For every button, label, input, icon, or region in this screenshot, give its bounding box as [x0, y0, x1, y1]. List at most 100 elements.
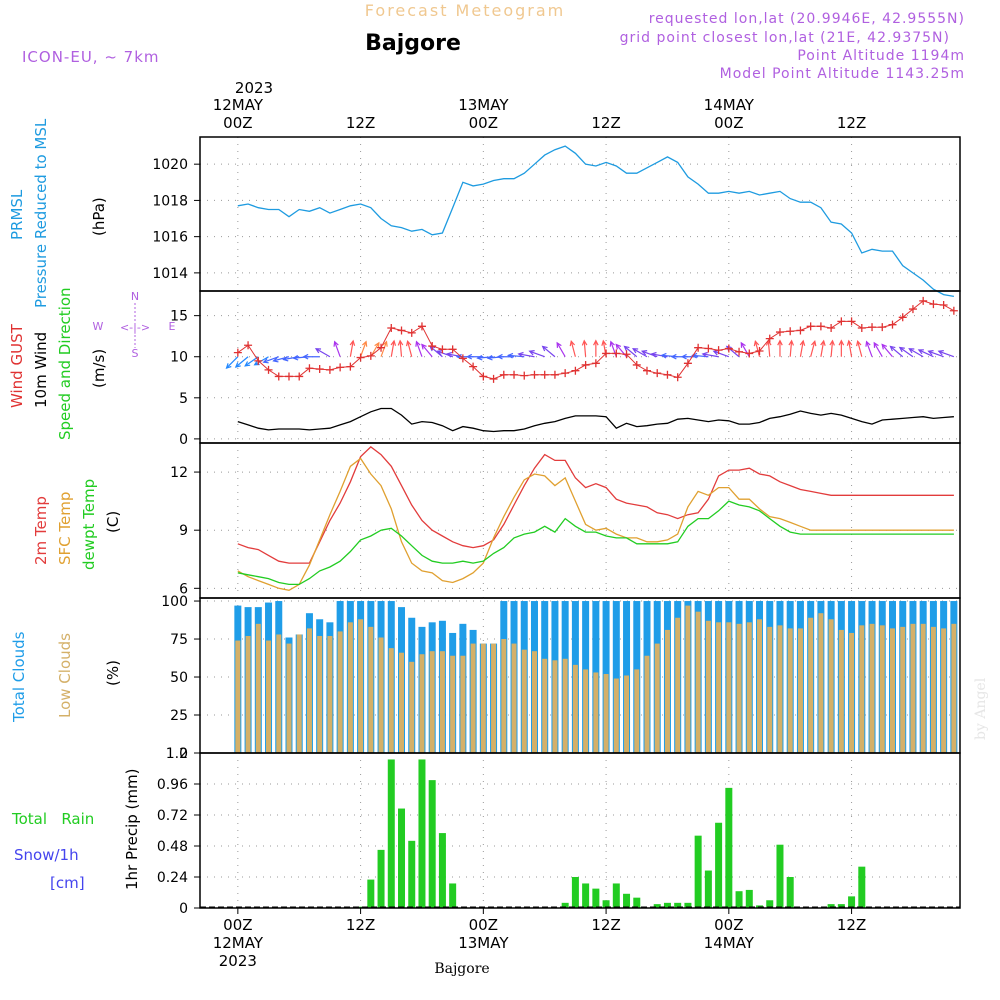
- wind-direction-arrow: [701, 351, 719, 358]
- top-hour-label: 00Z: [714, 114, 743, 132]
- gust-marker: [632, 360, 641, 369]
- wind-arrow-shaft: [928, 350, 944, 358]
- gust-marker: [816, 322, 825, 331]
- top-date-label: 12MAY: [213, 96, 264, 114]
- wind-arrow-head: [445, 351, 453, 358]
- gust-marker: [755, 346, 764, 355]
- rain-bar: [438, 833, 446, 908]
- compass-rose: N S W E <-|->: [93, 290, 176, 360]
- low-clouds-bar: [797, 628, 803, 753]
- temp-ytick-label: 6: [179, 581, 188, 597]
- temp-unit: (C): [104, 511, 122, 533]
- low-clouds-bar: [378, 637, 384, 753]
- wind-arrow-head: [908, 348, 915, 354]
- wind-arrow-head: [631, 348, 639, 354]
- wind-arrow-head: [846, 339, 853, 346]
- low-clouds-bar: [388, 648, 394, 753]
- precip-ytick-label: 1.2: [166, 746, 188, 762]
- rain-bar: [725, 787, 733, 908]
- gust-marker: [581, 360, 590, 369]
- wind-arrow-head: [937, 350, 944, 356]
- wind-direction-arrow: [908, 348, 924, 358]
- wind-direction-arrow: [390, 339, 397, 357]
- wind-arrow-head: [680, 353, 687, 360]
- rain-bar: [623, 893, 631, 908]
- wind-arrow-head: [712, 350, 719, 356]
- wind-arrow-head: [466, 353, 473, 360]
- wind-arrow-shaft: [740, 342, 750, 358]
- wind-direction-arrow: [302, 353, 320, 360]
- wind-direction-arrow: [349, 339, 356, 357]
- gust-marker: [274, 372, 283, 381]
- gust-marker: [827, 323, 836, 332]
- wind-arrow-shaft: [226, 356, 239, 369]
- wind-arrow-head: [292, 354, 299, 361]
- wind-direction-arrow: [282, 356, 300, 362]
- wind-arrow-shaft: [399, 340, 403, 357]
- gust-marker: [663, 370, 672, 379]
- wind-arrow-shaft: [651, 353, 668, 358]
- wind-direction-arrow: [740, 341, 750, 358]
- wind-arrow-head: [390, 339, 397, 346]
- gust-marker: [561, 369, 570, 378]
- wind-arrow-head: [225, 363, 232, 369]
- grid-point-coords: grid point closest lon,lat (21E, 42.9375…: [620, 30, 950, 46]
- rain-bar: [602, 900, 610, 908]
- gust-marker: [735, 347, 744, 356]
- low-clouds-bar: [562, 658, 568, 753]
- bottom-hour-label: 00Z: [469, 916, 498, 934]
- wind-arrow-head: [486, 354, 493, 361]
- rain-bar: [418, 759, 426, 908]
- wind-arrow-head: [881, 343, 888, 350]
- wind-arrow-shaft: [360, 341, 367, 357]
- gust-marker: [683, 359, 692, 368]
- precip-axis-title: 1hr Precip (mm): [123, 769, 141, 890]
- wind-arrow-head: [701, 351, 708, 358]
- gust-marker: [325, 365, 334, 374]
- wind-arrow-head: [382, 340, 388, 347]
- gust-marker: [254, 356, 263, 365]
- wind-arrow-shaft: [390, 340, 395, 357]
- pressure-panel: 1014 1016 1018 1020: [152, 137, 960, 298]
- wind-arrow-shaft: [283, 356, 300, 361]
- rain-bar: [684, 902, 692, 908]
- wind-direction-arrow: [810, 339, 817, 357]
- model-label: ICON-EU, ~ 7km: [22, 48, 160, 66]
- wind-direction-arrow: [234, 356, 249, 368]
- wind-arrow-head: [856, 339, 862, 347]
- wind-direction-arrow: [829, 339, 835, 357]
- pressure-frame: [199, 136, 961, 292]
- top-date-label: 13MAY: [458, 96, 509, 114]
- low-clouds-bar: [675, 617, 681, 753]
- footer-location: Bajgore: [434, 961, 489, 977]
- gust-marker: [888, 320, 897, 329]
- gust-marker: [305, 364, 314, 373]
- rain-title: Total Rain: [11, 810, 94, 828]
- low-clouds-bar: [838, 629, 844, 753]
- wind-arrow-shaft: [830, 340, 834, 357]
- wind-arrow-head: [640, 350, 648, 356]
- wind-direction-arrow: [405, 339, 413, 357]
- wind-direction-arrow: [898, 346, 914, 358]
- gust-marker: [653, 369, 662, 378]
- rain-bar: [837, 904, 845, 908]
- wind-arrow-head: [581, 339, 588, 346]
- wind-arrow-head: [272, 357, 279, 363]
- low-clouds-bar: [603, 673, 609, 753]
- wind-arrow-shaft: [899, 347, 914, 358]
- low-clouds-bar: [460, 655, 466, 753]
- low-clouds-bar: [664, 629, 670, 753]
- wind-direction-arrow: [333, 340, 341, 357]
- low-clouds-bar: [429, 651, 435, 753]
- gust-marker: [366, 351, 375, 360]
- precip-ytick-label: 0.96: [157, 777, 188, 793]
- wind-arrow-shaft: [624, 345, 638, 358]
- wind-direction-arrow: [225, 356, 239, 369]
- gust-marker: [602, 349, 611, 358]
- rain-bar: [745, 889, 753, 908]
- wind-ytick-label: 10: [170, 350, 188, 366]
- top-hour-label: 12Z: [591, 114, 620, 132]
- low-clouds-bar: [869, 623, 875, 753]
- wind-arrow-head: [917, 349, 924, 355]
